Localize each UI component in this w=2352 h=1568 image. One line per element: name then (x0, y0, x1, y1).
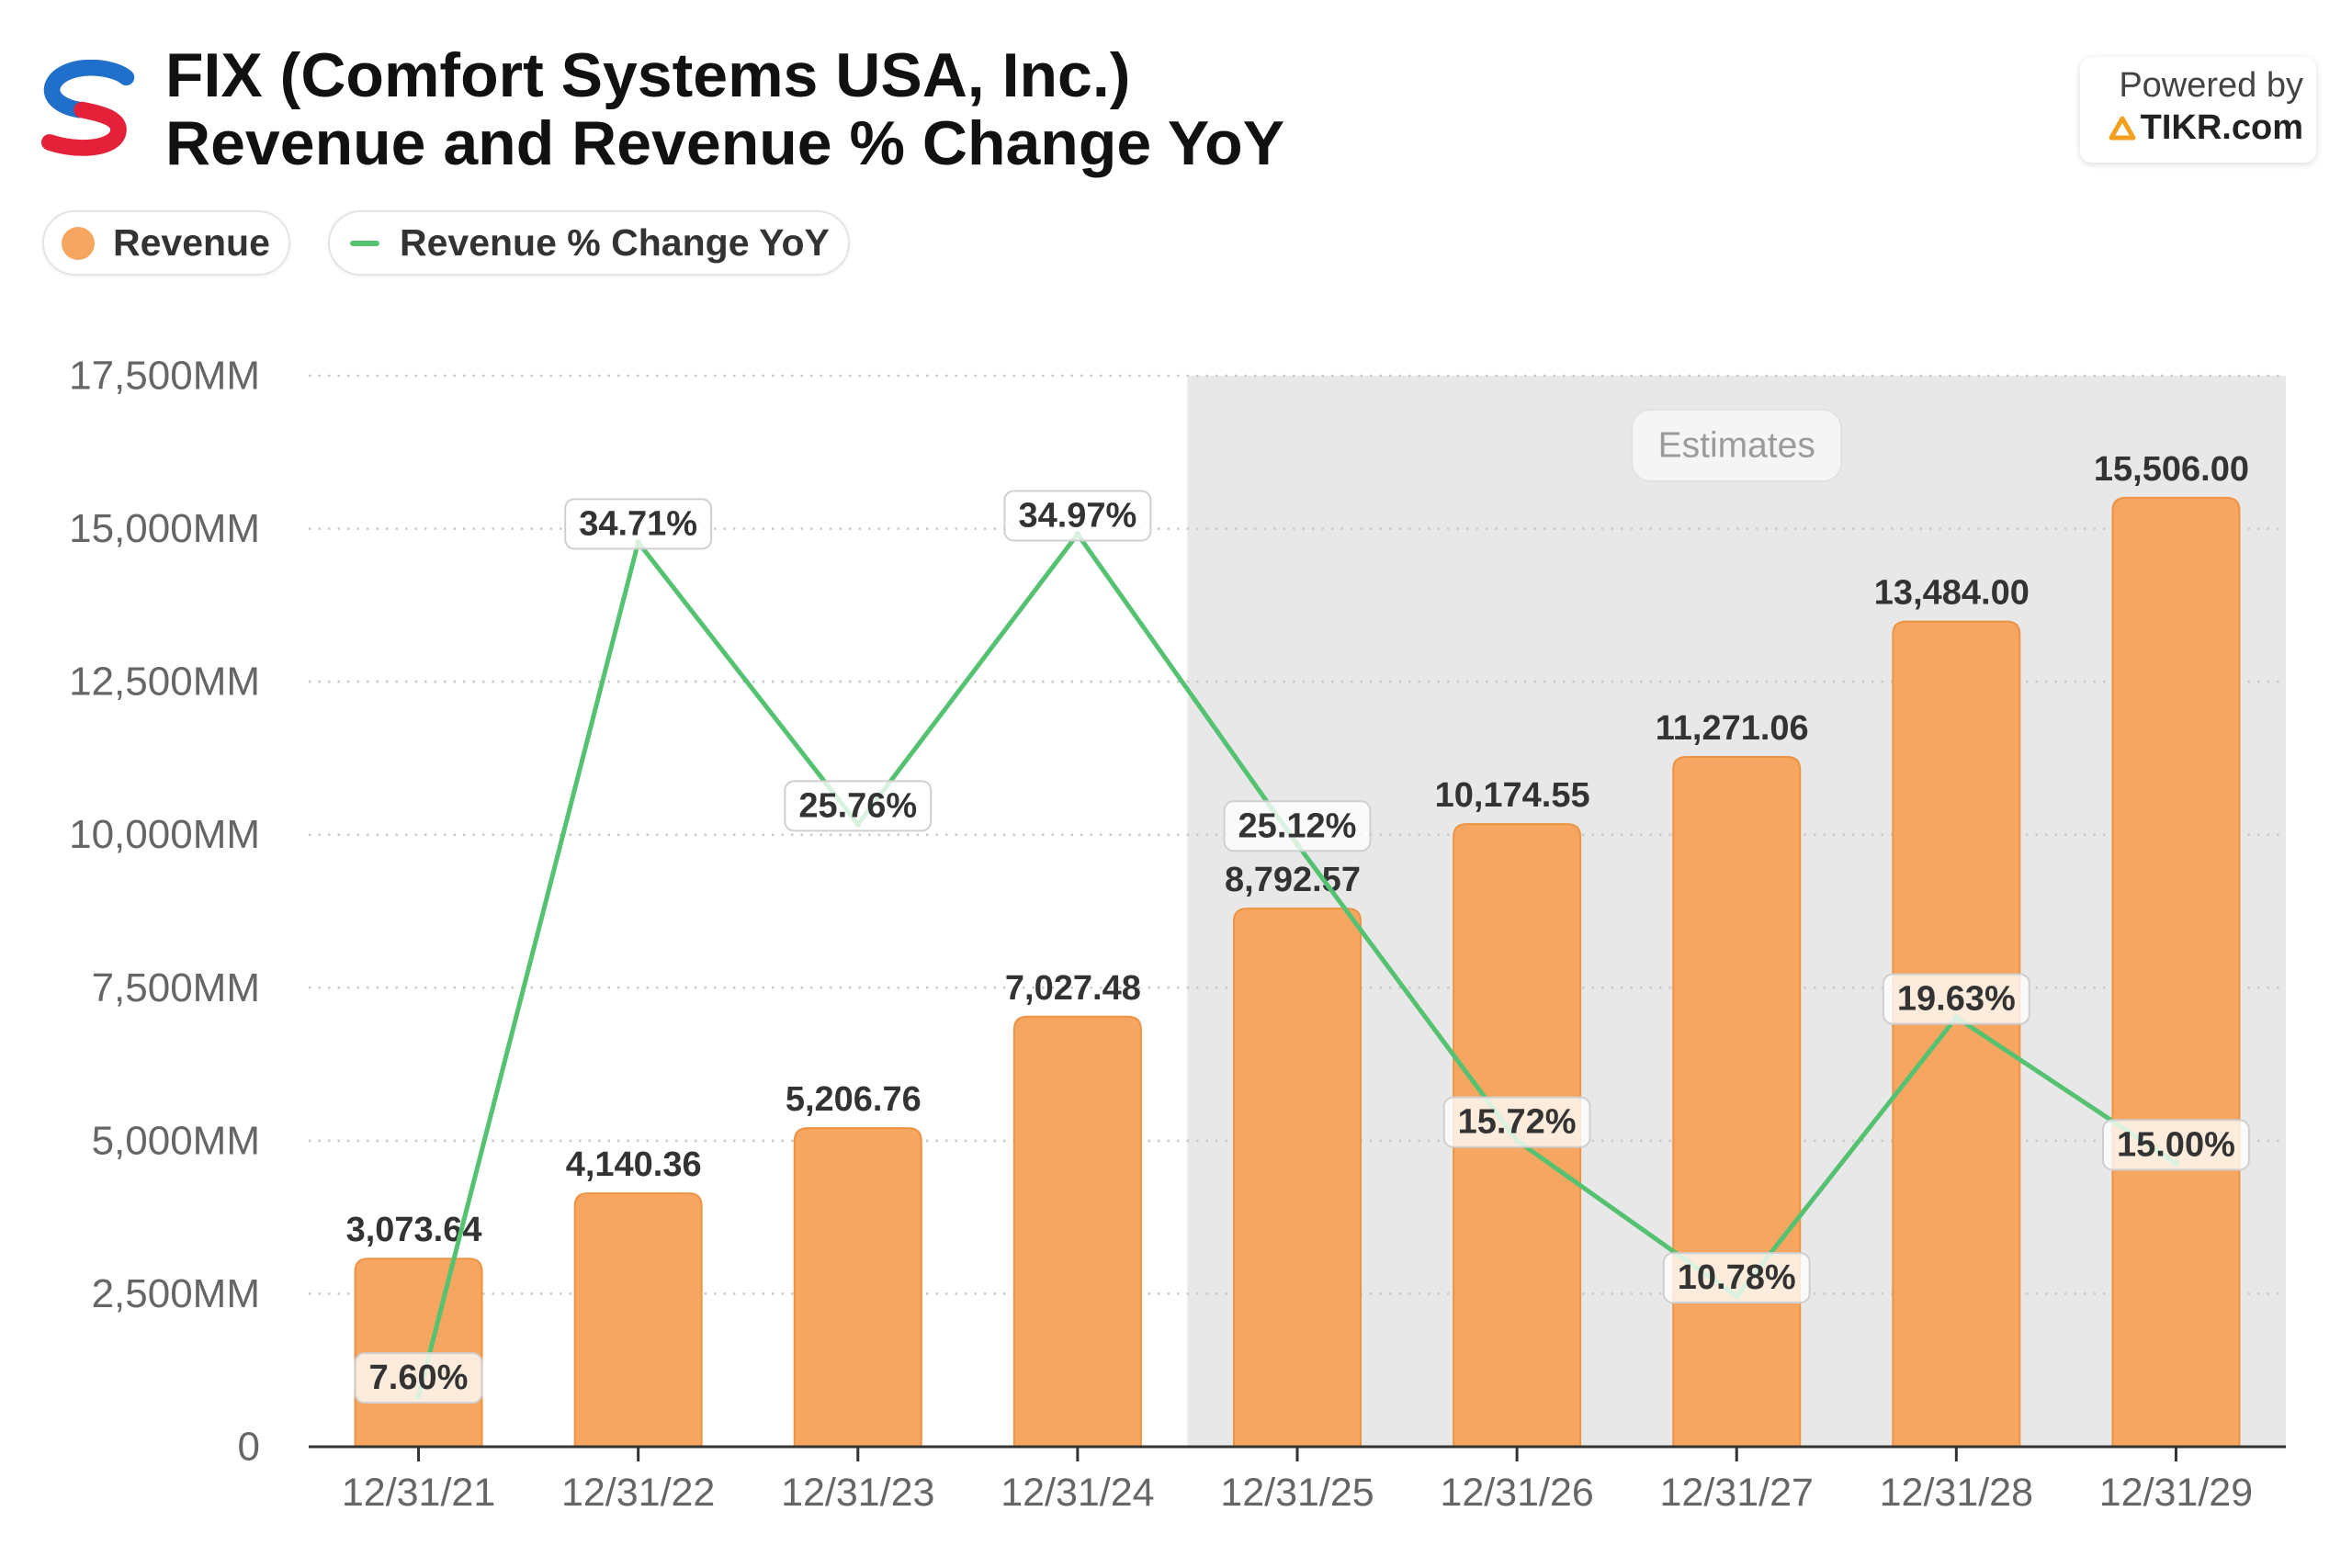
y-tick-label: 17,500MM (69, 354, 260, 399)
yoy-data-label: 15.00% (2101, 1119, 2250, 1171)
yoy-label-box (1223, 800, 1372, 852)
yoy-label-text: 34.97% (1018, 496, 1136, 535)
chart-title-line-1: FIX (Comfort Systems USA, Inc.) (165, 40, 1131, 110)
yoy-label-box (1442, 1096, 1591, 1148)
estimates-badge (1631, 409, 1843, 482)
revenue-data-label: 5,206.76 (786, 1080, 922, 1119)
yoy-data-label: 34.97% (1003, 490, 1152, 542)
y-tick-label: 15,000MM (69, 506, 260, 551)
chart-title: FIX (Comfort Systems USA, Inc.) Revenue … (165, 41, 1284, 177)
revenue-data-label: 15,506.00 (2094, 450, 2249, 489)
revenue-data-label: 8,792.57 (1225, 861, 1361, 899)
revenue-data-label: 10,174.55 (1435, 776, 1590, 815)
y-tick-label: 5,000MM (92, 1118, 260, 1163)
yoy-label-box (1003, 490, 1152, 542)
x-tick-label: 12/31/22 (561, 1471, 715, 1515)
x-tick-label: 12/31/24 (1001, 1471, 1154, 1515)
x-tick-label: 12/31/29 (2099, 1471, 2253, 1515)
x-tick-label: 12/31/21 (342, 1471, 495, 1515)
x-tick-label: 12/31/28 (1880, 1471, 2033, 1515)
yoy-label-box (784, 780, 933, 832)
revenue-bar (793, 1127, 922, 1448)
yoy-data-label: 25.76% (784, 780, 933, 832)
legend-label-yoy: Revenue % Change YoY (400, 221, 830, 264)
yoy-label-text: 15.00% (2117, 1125, 2235, 1164)
yoy-label-box (564, 498, 713, 550)
yoy-data-label: 15.72% (1442, 1096, 1591, 1148)
revenue-bar (1233, 908, 1362, 1448)
revenue-data-label: 13,484.00 (1874, 574, 2030, 613)
legend-item-yoy[interactable]: Revenue % Change YoY (328, 210, 850, 276)
yoy-label-text: 25.76% (798, 786, 917, 825)
x-tick-label: 12/31/26 (1440, 1471, 1593, 1515)
y-axis: 0 2,500MM 5,000MM 7,500MM 10,000MM 12,500MM 15… (69, 354, 260, 1470)
revenue-data-labels: 3,073.644,140.365,206.767,027.488,792.57… (346, 450, 2249, 1249)
legend-line-icon (350, 240, 379, 246)
revenue-bar (1012, 1015, 1142, 1448)
revenue-bar (1672, 756, 1802, 1448)
yoy-label-text: 10.78% (1678, 1258, 1796, 1297)
yoy-data-label: 19.63% (1882, 973, 2030, 1025)
x-axis: 12/31/21 12/31/22 12/31/23 12/31/24 12/31/25… (309, 1445, 2286, 1515)
yoy-label-text: 25.12% (1238, 807, 1357, 845)
revenue-bar (573, 1192, 703, 1448)
powered-by-badge[interactable]: Powered by TIKR.com (2080, 57, 2316, 163)
yoy-data-labels: 7.60% 34.71% 25.76% 34.97% 25.12% 15.72% 10.78… (354, 490, 2250, 1404)
tikr-logo-icon (2109, 116, 2136, 141)
y-tick-label: 2,500MM (92, 1271, 260, 1316)
revenue-bar (2111, 496, 2241, 1448)
legend-dot-icon (62, 226, 95, 260)
legend-label-revenue: Revenue (113, 221, 270, 264)
y-tick-label: 0 (238, 1425, 260, 1470)
yoy-label-text: 19.63% (1897, 980, 2016, 1019)
revenue-data-label: 11,271.06 (1656, 709, 1809, 748)
yoy-label-box (1882, 973, 2030, 1025)
yoy-data-label: 10.78% (1662, 1252, 1811, 1304)
yoy-data-label: 7.60% (354, 1352, 483, 1404)
tikr-brand: TIKR.com (2109, 107, 2303, 149)
powered-by-text: Powered by (2119, 66, 2303, 105)
revenue-bars (354, 496, 2241, 1448)
yoy-label-text: 15.72% (1458, 1103, 1577, 1142)
revenue-data-label: 7,027.48 (1005, 969, 1141, 1008)
yoy-data-label: 25.12% (1223, 800, 1372, 852)
x-tick-label: 12/31/23 (781, 1471, 934, 1515)
yoy-label-text: 7.60% (369, 1359, 469, 1397)
yoy-data-label: 34.71% (564, 498, 713, 550)
estimates-label: Estimates (1658, 426, 1815, 466)
legend-item-revenue[interactable]: Revenue (42, 210, 290, 276)
y-tick-label: 12,500MM (69, 660, 260, 705)
tikr-site-name: TIKR.com (2140, 108, 2303, 147)
chart-title-line-2: Revenue and Revenue % Change YoY (165, 108, 1285, 178)
y-tick-label: 10,000MM (69, 812, 260, 857)
y-tick-label: 7,500MM (92, 965, 260, 1010)
revenue-bar (1892, 620, 2021, 1448)
yoy-label-box (2101, 1119, 2250, 1171)
x-tick-label: 12/31/25 (1220, 1471, 1374, 1515)
yoy-label-box (354, 1352, 483, 1404)
company-logo-icon (38, 60, 135, 157)
x-tick-label: 12/31/27 (1660, 1471, 1814, 1515)
yoy-label-box (1662, 1252, 1811, 1304)
yoy-label-text: 34.71% (579, 504, 697, 543)
revenue-data-label: 4,140.36 (566, 1145, 702, 1184)
